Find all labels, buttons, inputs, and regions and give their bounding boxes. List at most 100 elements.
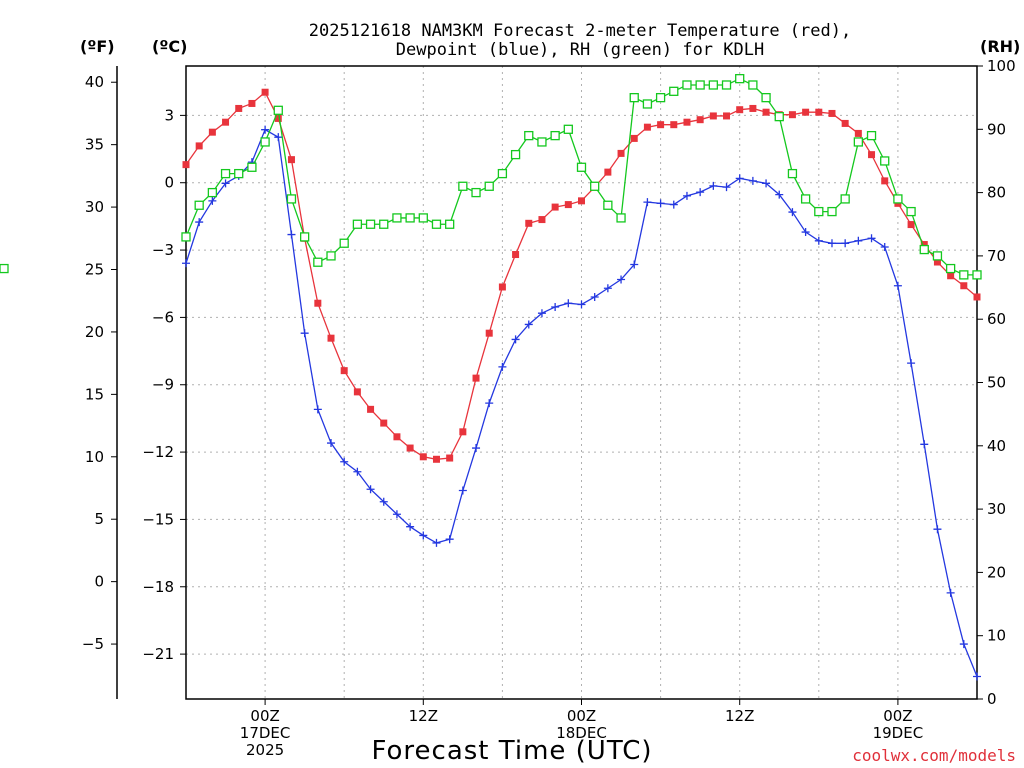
dewpoint-point	[590, 292, 599, 301]
temperature-point	[551, 203, 559, 211]
rh-point	[695, 80, 705, 90]
dewpoint-point	[762, 179, 771, 188]
dewpoint-point	[406, 522, 415, 531]
temperature-point	[617, 149, 625, 157]
dewpoint-point	[274, 133, 283, 142]
credit-text: coolwx.com/models	[852, 746, 1016, 765]
fahrenheit-tick-label: 25	[85, 261, 104, 279]
dewpoint-point	[907, 359, 916, 368]
rh-point	[945, 263, 956, 274]
dewpoint-point	[959, 640, 968, 649]
celsius-tick-label: −15	[142, 510, 174, 528]
dewpoint-point	[841, 239, 850, 248]
dewpoint-point	[788, 208, 797, 217]
rh-axis-unit: (RH)	[980, 37, 1020, 56]
dewpoint-point	[537, 309, 546, 318]
dewpoint-point	[511, 335, 520, 344]
dewpoint-point	[445, 535, 454, 544]
dewpoint-point	[524, 320, 533, 329]
celsius-axis-unit: (ºC)	[152, 37, 187, 56]
temperature-point	[933, 258, 941, 266]
rh-point	[893, 194, 903, 204]
dewpoint-point	[564, 299, 573, 308]
rh-point	[484, 181, 494, 191]
celsius-tick-label: −9	[152, 376, 174, 394]
rh-point	[576, 162, 587, 172]
rh-point	[313, 257, 323, 267]
dewpoint-point	[366, 485, 375, 494]
rh-point	[471, 187, 481, 198]
rh-point	[629, 93, 639, 103]
temperature-point	[222, 118, 230, 126]
temperature-point	[749, 104, 757, 112]
rh-point	[234, 168, 244, 179]
rh-tick-label: 100	[987, 57, 1016, 75]
fahrenheit-tick-label: 15	[85, 385, 104, 403]
temperature-point	[657, 121, 665, 129]
dewpoint-point	[208, 196, 217, 205]
temperature-point	[195, 142, 203, 150]
axes: −5051015202530354030−3−6−9−12−15−18−2101…	[82, 57, 1016, 759]
rh-point	[286, 194, 297, 204]
temperature-point	[564, 201, 572, 209]
x-tick-label: 18DEC	[556, 724, 607, 742]
rh-point	[181, 232, 191, 242]
dewpoint-point	[735, 174, 744, 183]
temperature-point	[419, 453, 427, 461]
temperature-point	[683, 118, 691, 126]
dewpoint-point	[682, 191, 691, 200]
dewpoint-point	[946, 588, 955, 597]
dewpoint-point	[722, 183, 731, 192]
temperature-point	[248, 99, 256, 107]
fahrenheit-tick-label: 30	[85, 198, 104, 216]
rh-point	[590, 181, 600, 191]
temperature-point	[432, 455, 440, 463]
temperature-point	[696, 116, 704, 124]
temperature-point	[788, 111, 796, 119]
fahrenheit-tick-label: 40	[85, 73, 104, 91]
rh-point	[299, 232, 310, 242]
dewpoint-point	[696, 188, 705, 197]
x-tick-label: 12Z	[409, 707, 438, 725]
rh-point	[326, 251, 336, 261]
temperature-point	[736, 106, 744, 114]
rh-point	[194, 200, 204, 210]
temperature-point	[235, 104, 243, 112]
rh-point	[774, 111, 784, 122]
temperature-point	[340, 367, 348, 375]
rh-point	[932, 251, 943, 261]
temperature-point	[393, 433, 401, 441]
temperature-point	[406, 444, 414, 452]
dewpoint-point	[300, 329, 309, 338]
rh-tick-label: 70	[987, 247, 1006, 265]
rh-point	[655, 93, 666, 103]
series-line	[185, 91, 978, 460]
rh-point	[207, 187, 218, 198]
dewpoint-point	[709, 181, 718, 190]
rh-point	[853, 137, 863, 147]
rh-point	[352, 219, 363, 229]
plot-frame	[185, 65, 978, 700]
temperature-point	[841, 119, 849, 127]
dewpoint-point	[748, 176, 757, 185]
dewpoint-point	[498, 362, 507, 371]
rh-point	[761, 93, 771, 103]
x-tick-label: 17DEC	[240, 724, 291, 742]
dewpoint-point	[458, 486, 467, 495]
dewpoint-point	[432, 538, 441, 547]
rh-point	[273, 105, 283, 115]
dewpoint-point	[867, 234, 876, 243]
rh-point	[339, 238, 349, 248]
temperature-point	[525, 219, 533, 227]
rh-point	[247, 162, 257, 172]
temperature-point	[380, 419, 388, 427]
dewpoint-point	[340, 457, 349, 466]
dewpoint-point	[933, 525, 942, 534]
temperature-point	[643, 123, 651, 131]
dewpoint-point	[973, 672, 981, 681]
dewpoint-point	[814, 236, 823, 245]
dewpoint-point	[392, 510, 401, 519]
rh-point	[220, 168, 231, 179]
dewpoint-point	[775, 190, 784, 199]
